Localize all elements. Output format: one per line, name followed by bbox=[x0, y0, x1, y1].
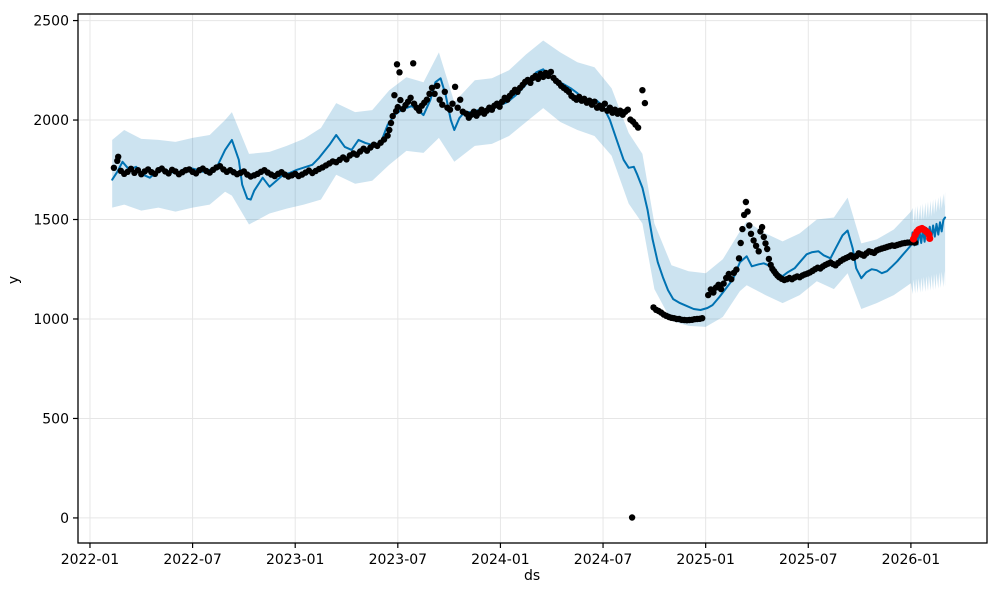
x-tick-label: 2022-07 bbox=[163, 552, 222, 568]
data-point bbox=[641, 99, 649, 107]
data-point bbox=[397, 96, 404, 104]
data-point bbox=[624, 106, 631, 113]
data-point bbox=[410, 60, 417, 67]
uncertainty-band bbox=[112, 40, 946, 327]
data-point bbox=[744, 208, 751, 215]
data-point bbox=[446, 106, 454, 113]
data-point bbox=[547, 68, 555, 76]
y-axis-label: y bbox=[6, 275, 23, 285]
data-point bbox=[733, 266, 740, 273]
data-point bbox=[742, 198, 750, 206]
data-point bbox=[534, 75, 542, 83]
data-point bbox=[426, 90, 433, 98]
data-point bbox=[758, 223, 766, 231]
recent-points bbox=[909, 224, 934, 243]
data-point bbox=[115, 153, 122, 160]
data-point bbox=[728, 276, 735, 283]
data-point bbox=[628, 514, 636, 521]
data-point bbox=[760, 233, 767, 241]
data-point bbox=[735, 255, 743, 262]
data-point bbox=[428, 84, 436, 92]
data-point bbox=[750, 237, 757, 244]
x-tick-label: 2023-01 bbox=[266, 552, 325, 568]
plot-border bbox=[77, 13, 988, 544]
data-point bbox=[496, 103, 503, 110]
data-point bbox=[110, 164, 118, 171]
recent-data-point bbox=[926, 234, 934, 242]
y-tick-label: 2000 bbox=[33, 113, 69, 129]
data-point bbox=[747, 230, 755, 237]
x-tick-label: 2023-07 bbox=[369, 552, 428, 568]
x-tick-label: 2022-01 bbox=[61, 552, 120, 568]
data-point bbox=[699, 315, 706, 322]
data-point bbox=[765, 255, 773, 263]
data-point bbox=[449, 100, 456, 107]
data-point bbox=[387, 119, 395, 127]
data-point bbox=[423, 96, 431, 103]
x-tick-label: 2024-01 bbox=[471, 552, 530, 568]
forecast-line bbox=[111, 68, 947, 311]
data-point bbox=[451, 83, 459, 91]
data-point bbox=[436, 96, 443, 103]
data-point bbox=[394, 103, 401, 111]
data-point bbox=[746, 222, 753, 229]
y-tick-label: 500 bbox=[42, 411, 69, 427]
data-point bbox=[431, 90, 438, 98]
data-point bbox=[762, 240, 769, 247]
data-point bbox=[591, 98, 598, 105]
data-point bbox=[386, 126, 393, 134]
data-point bbox=[391, 92, 398, 99]
data-point bbox=[389, 112, 396, 120]
data-point bbox=[639, 87, 646, 94]
data-point bbox=[739, 225, 746, 233]
data-point bbox=[705, 291, 712, 299]
data-point bbox=[634, 124, 642, 131]
grid-lines bbox=[78, 14, 987, 543]
data-point bbox=[720, 280, 727, 287]
x-tick-label: 2025-01 bbox=[676, 552, 735, 568]
data-point bbox=[439, 101, 446, 108]
data-point bbox=[717, 285, 725, 293]
x-tick-label: 2025-07 bbox=[779, 552, 838, 568]
data-point bbox=[441, 88, 448, 96]
x-axis-label: ds bbox=[524, 568, 541, 584]
data-point bbox=[527, 79, 534, 87]
data-point bbox=[396, 69, 403, 76]
data-point bbox=[764, 245, 771, 253]
data-point bbox=[725, 270, 732, 278]
x-tick-label: 2026-01 bbox=[882, 552, 941, 568]
y-tick-label: 0 bbox=[60, 511, 69, 527]
data-point bbox=[601, 100, 608, 107]
y-tick-label: 1500 bbox=[33, 213, 69, 229]
y-tick-label: 2500 bbox=[33, 14, 69, 30]
actual-points bbox=[110, 60, 919, 521]
data-point bbox=[434, 82, 441, 90]
data-point bbox=[599, 105, 606, 112]
x-axis: 2022-01 2022-07 2023-01 2023-07 2024-01 2024-… bbox=[61, 543, 940, 568]
data-point bbox=[407, 94, 414, 102]
data-point bbox=[457, 96, 464, 103]
y-axis: 0 500 1000 1500 2000 2500 bbox=[33, 14, 78, 527]
data-point bbox=[416, 107, 423, 114]
y-tick-label: 1000 bbox=[33, 312, 69, 328]
data-point bbox=[606, 104, 614, 111]
data-point bbox=[384, 132, 391, 139]
data-point bbox=[737, 239, 744, 247]
x-tick-label: 2024-07 bbox=[574, 552, 633, 568]
data-point bbox=[393, 61, 401, 68]
data-point bbox=[755, 248, 762, 255]
data-point bbox=[752, 242, 760, 249]
data-point bbox=[710, 289, 717, 296]
data-point bbox=[454, 104, 461, 111]
